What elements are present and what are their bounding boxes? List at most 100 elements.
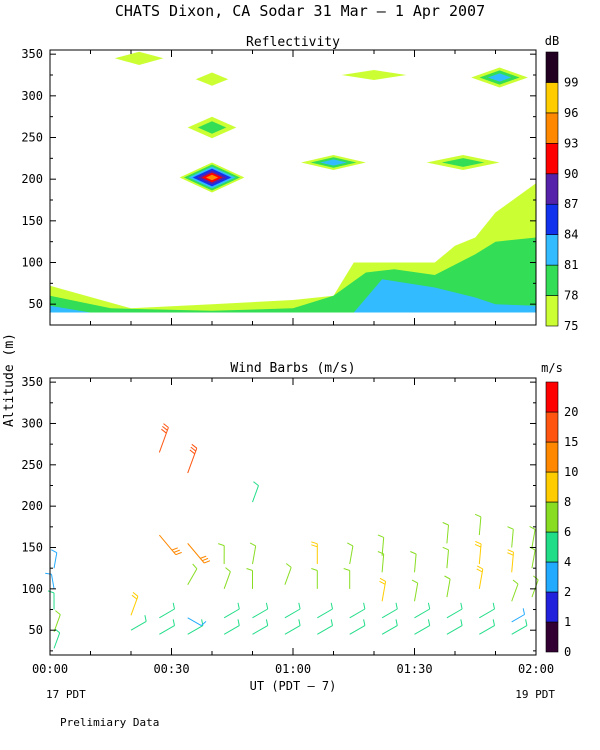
- wind-barb-feather: [54, 628, 61, 634]
- refl-ytick-label-50: 50: [29, 297, 43, 311]
- refl-colorbar-label-0: 75: [564, 319, 578, 333]
- wind-barb-shaft: [446, 578, 451, 598]
- refl-colorbar-swatch-6: [545, 112, 559, 144]
- wind-barb-feather: [265, 619, 269, 626]
- wind-barb-shaft: [187, 625, 204, 635]
- wind-barb-feather: [512, 579, 519, 585]
- wind-barb: [479, 619, 495, 635]
- refl-colorbar-label-4: 87: [564, 197, 578, 211]
- reflectivity-patch-2-level-81: [320, 159, 347, 166]
- wind-barb: [507, 526, 514, 548]
- wind-barb-feather: [253, 481, 259, 486]
- wind-barb: [249, 542, 257, 565]
- wind-barb: [53, 628, 61, 649]
- wind-barb: [507, 549, 514, 573]
- wind-barb: [476, 565, 484, 589]
- wind-colorbar-swatch-8: [545, 381, 559, 413]
- wind-barb-shaft: [317, 608, 333, 619]
- wind-ytick-label-50: 50: [29, 623, 43, 637]
- wind-barb: [529, 546, 536, 569]
- wind-barb: [187, 563, 198, 585]
- refl-ytick-label-300: 300: [21, 89, 43, 103]
- wind-barb: [246, 568, 253, 589]
- wind-barb-shaft: [511, 583, 519, 602]
- wind-barb-feather: [298, 602, 301, 610]
- wind-barb-shaft: [53, 552, 58, 569]
- wind-barb-feather: [189, 449, 196, 455]
- wind-barb-feather: [192, 563, 198, 570]
- wind-barb: [381, 619, 398, 635]
- wind-barb-shaft: [284, 625, 301, 635]
- refl-ytick-label-100: 100: [21, 256, 43, 270]
- wind-barb: [158, 534, 182, 556]
- wind-barb-shaft: [381, 553, 385, 573]
- wind-barb: [130, 615, 147, 631]
- wind-barb: [411, 579, 419, 602]
- wind-colorbar-label-5: 8: [564, 495, 571, 509]
- wind-barb-feather: [363, 619, 366, 626]
- wind-barb-feather: [507, 526, 514, 530]
- wind-barb-shaft: [187, 568, 198, 585]
- wind-barb-feather: [55, 610, 61, 615]
- wind-ytick-label-100: 100: [21, 582, 43, 596]
- wind-barb: [284, 602, 301, 619]
- reflectivity-patch-4-level-81: [487, 73, 512, 82]
- wind-colorbar-label-2: 2: [564, 585, 571, 599]
- wind-barb-feather: [379, 577, 386, 582]
- wind-colorbar-swatch-2: [545, 561, 559, 593]
- wind-barb-feather: [379, 580, 386, 585]
- wind-barb-shaft: [252, 545, 257, 565]
- wind-barb-shaft: [531, 550, 536, 569]
- wind-barb-shaft: [349, 625, 366, 635]
- wind-barb-feather: [173, 549, 180, 553]
- reflectivity-y-axis: 50 100 150 200 250 300 350: [21, 47, 536, 326]
- refl-colorbar-swatch-3: [545, 203, 559, 235]
- wind-barb-shaft: [478, 568, 484, 589]
- wind-barb-feather: [311, 544, 318, 548]
- wind-barb-feather: [330, 619, 333, 626]
- reflectivity-field: [50, 51, 536, 313]
- reflectivity-colorbar: 75 78 81 84 87 90 93 96 99: [545, 51, 578, 333]
- wind-colorbar-label-7: 15: [564, 435, 578, 449]
- wind-barb-feather: [163, 423, 169, 428]
- wind-barb-feather: [330, 602, 333, 610]
- refl-ytick-label-250: 250: [21, 131, 43, 145]
- x-axis-left-sub: 17 PDT: [46, 688, 86, 701]
- wind-barb-shaft: [130, 596, 139, 616]
- wind-barb-feather: [363, 602, 366, 610]
- refl-ytick-label-200: 200: [21, 172, 43, 186]
- wind-barb: [223, 602, 240, 619]
- wind-barb: [377, 551, 385, 573]
- wind-units: m/s: [541, 361, 563, 375]
- wind-colorbar-label-0: 0: [564, 645, 571, 659]
- wind-barb-shaft: [317, 625, 333, 635]
- wind-barb-shaft: [187, 617, 202, 627]
- footer-note: Prelimiary Data: [60, 716, 159, 729]
- wind-colorbar-label-4: 6: [564, 525, 571, 539]
- wind-barb-feather: [411, 579, 418, 584]
- wind-barb-feather: [131, 594, 138, 600]
- wind-barb-feather: [311, 568, 318, 571]
- x-axis-right-sub: 19 PDT: [515, 688, 555, 701]
- wind-colorbar-swatch-6: [545, 441, 559, 473]
- refl-colorbar-label-2: 81: [564, 258, 578, 272]
- wind-barb-feather: [311, 541, 318, 545]
- wind-barb: [414, 619, 431, 635]
- wind-ytick-label-300: 300: [21, 416, 43, 430]
- wind-barb-shaft: [511, 614, 525, 623]
- wind-barb-feather: [442, 522, 449, 526]
- wind-barb-feather: [265, 602, 269, 610]
- wind-barb-feather: [347, 542, 354, 547]
- wind-barb-shaft: [284, 567, 292, 585]
- wind-barb-feather: [218, 543, 225, 547]
- wind-barb-feather: [47, 590, 55, 594]
- wind-barb-feather: [225, 567, 231, 572]
- wind-barb-feather: [45, 572, 52, 575]
- wind-barb-feather: [410, 551, 417, 555]
- wind-barb-shaft: [414, 583, 419, 602]
- wind-barb-shaft: [446, 608, 463, 619]
- wind-barb-feather: [444, 575, 451, 580]
- wind-barb-shaft: [187, 543, 205, 564]
